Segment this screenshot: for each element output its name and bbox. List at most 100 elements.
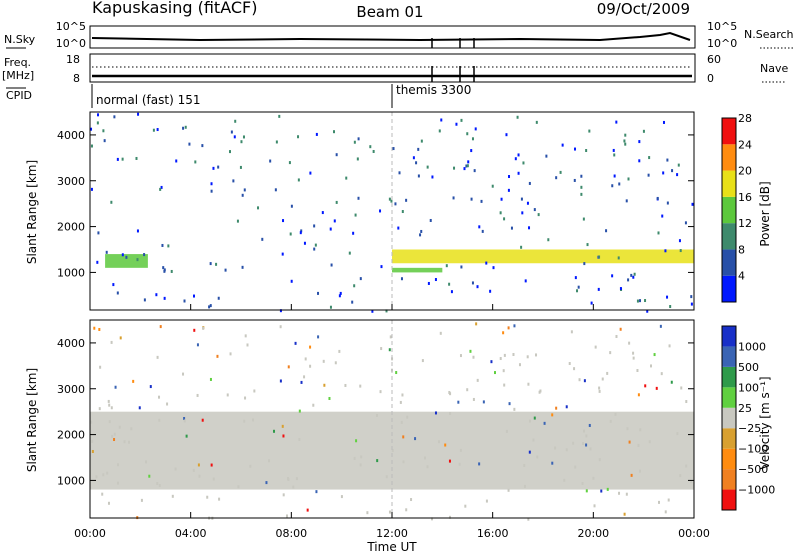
echo-speck bbox=[617, 256, 620, 260]
echo-speck bbox=[209, 262, 212, 266]
echo-speck bbox=[431, 517, 434, 521]
echo-speck bbox=[390, 199, 393, 203]
echo-speck bbox=[644, 384, 647, 388]
echo-speck bbox=[132, 379, 135, 383]
echo-speck bbox=[632, 351, 635, 355]
echo-speck bbox=[257, 206, 260, 210]
echo-speck bbox=[424, 456, 427, 460]
echo-speck bbox=[322, 359, 325, 363]
echo-speck bbox=[520, 197, 523, 201]
echo-speck bbox=[352, 231, 355, 235]
echo-speck bbox=[657, 500, 660, 504]
echo-speck bbox=[110, 406, 113, 410]
echo-speck bbox=[192, 294, 195, 298]
echo-speck bbox=[632, 275, 635, 279]
echo-speck bbox=[174, 467, 177, 471]
colorbar-swatch bbox=[722, 489, 736, 510]
echo-speck bbox=[137, 112, 140, 116]
echo-speck bbox=[96, 260, 99, 264]
echo-speck bbox=[391, 449, 394, 453]
echo-speck bbox=[279, 325, 282, 329]
echo-speck bbox=[402, 460, 405, 464]
echo-speck bbox=[279, 379, 282, 383]
echo-speck bbox=[601, 377, 604, 381]
echo-speck bbox=[609, 419, 612, 423]
echo-speck bbox=[278, 114, 281, 118]
echo-speck bbox=[671, 169, 674, 173]
echo-speck bbox=[297, 135, 300, 139]
echo-speck bbox=[355, 439, 358, 443]
echo-speck bbox=[513, 407, 516, 411]
echo-speck bbox=[209, 377, 212, 381]
echo-speck bbox=[615, 334, 618, 338]
echo-speck bbox=[466, 132, 469, 136]
echo-speck bbox=[420, 139, 423, 143]
echo-speck bbox=[526, 201, 529, 205]
echo-speck bbox=[642, 129, 645, 133]
echo-speck bbox=[366, 511, 369, 515]
echo-speck bbox=[113, 432, 116, 436]
echo-speck bbox=[639, 428, 642, 432]
echo-speck bbox=[646, 309, 649, 313]
colorbar-tick-label: 25 bbox=[738, 402, 752, 415]
echo-speck bbox=[148, 474, 151, 478]
echo-speck bbox=[184, 125, 187, 129]
colorbar-tick-label: 12 bbox=[738, 217, 752, 230]
echo-speck bbox=[196, 343, 199, 347]
echo-speck bbox=[402, 435, 405, 439]
echo-speck bbox=[628, 440, 631, 444]
echo-speck bbox=[273, 429, 276, 433]
echo-speck bbox=[543, 421, 546, 425]
echo-speck bbox=[485, 499, 488, 503]
echo-speck bbox=[313, 224, 316, 228]
echo-speck bbox=[521, 211, 524, 215]
echo-speck bbox=[282, 219, 285, 223]
echo-speck bbox=[138, 406, 141, 410]
echo-speck bbox=[507, 488, 510, 492]
echo-speck bbox=[237, 485, 240, 489]
power-heatmap bbox=[90, 112, 694, 313]
echo-speck bbox=[637, 393, 640, 397]
echo-speck bbox=[613, 174, 616, 178]
echo-speck bbox=[224, 268, 227, 272]
echo-speck bbox=[201, 418, 204, 422]
echo-speck bbox=[547, 238, 550, 242]
echo-speck bbox=[101, 492, 104, 496]
echo-speck bbox=[372, 149, 375, 153]
echo-speck bbox=[638, 140, 641, 144]
echo-speck bbox=[399, 400, 402, 404]
echo-speck bbox=[234, 119, 237, 123]
echo-speck bbox=[338, 294, 341, 298]
echo-speck bbox=[156, 481, 159, 485]
echo-speck bbox=[472, 397, 475, 401]
echo-speck bbox=[460, 265, 463, 269]
echo-speck bbox=[328, 396, 331, 400]
echo-speck bbox=[306, 508, 309, 512]
echo-speck bbox=[188, 142, 191, 146]
echo-speck bbox=[385, 309, 388, 313]
colorbar-swatch bbox=[722, 144, 736, 171]
echo-speck bbox=[623, 512, 626, 516]
echo-speck bbox=[690, 480, 693, 484]
echo-speck bbox=[527, 517, 530, 521]
echo-speck bbox=[572, 441, 575, 445]
echo-speck bbox=[611, 184, 614, 188]
echo-speck bbox=[121, 253, 124, 257]
echo-speck bbox=[472, 355, 475, 359]
echo-speck bbox=[522, 161, 525, 165]
echo-speck bbox=[585, 149, 588, 153]
echo-speck bbox=[357, 196, 360, 200]
echo-speck bbox=[624, 142, 627, 146]
echo-speck bbox=[448, 282, 451, 286]
echo-speck bbox=[333, 130, 336, 134]
echo-speck bbox=[565, 405, 568, 409]
echo-speck bbox=[491, 184, 494, 188]
echo-speck bbox=[288, 161, 291, 165]
echo-speck bbox=[314, 243, 317, 247]
x-tick-label: 16:00 bbox=[477, 527, 509, 540]
echo-speck bbox=[561, 143, 564, 147]
echo-speck bbox=[563, 478, 566, 482]
echo-speck bbox=[466, 164, 469, 168]
echo-speck bbox=[344, 383, 347, 387]
echo-speck bbox=[493, 371, 496, 375]
